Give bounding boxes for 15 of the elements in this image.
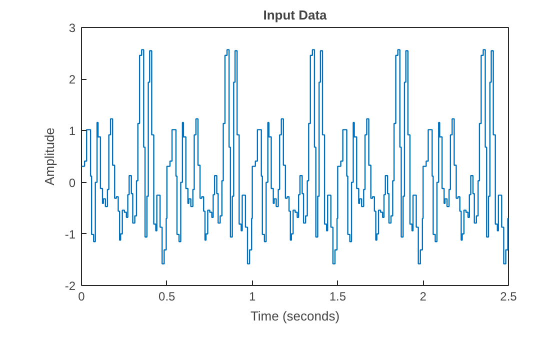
y-axis-title: Amplitude <box>42 128 57 186</box>
x-tick-label: 2.5 <box>500 290 518 304</box>
y-tick-label: -1 <box>64 227 76 242</box>
chart-title: Input Data <box>263 8 328 22</box>
y-tick-label: 1 <box>68 124 76 138</box>
x-tick-label: 1.5 <box>329 290 346 304</box>
y-tick-label: 3 <box>68 21 76 35</box>
x-tick-label: 1 <box>248 290 256 304</box>
y-tick-label: 0 <box>68 176 76 190</box>
x-tick-label: 0 <box>78 290 86 304</box>
y-tick-label: -2 <box>64 279 76 293</box>
x-tick-label: 0.5 <box>158 290 176 304</box>
y-tick-label: 2 <box>68 72 76 87</box>
x-tick-label: 2 <box>420 290 427 304</box>
x-axis-title: Time (seconds) <box>250 308 340 324</box>
